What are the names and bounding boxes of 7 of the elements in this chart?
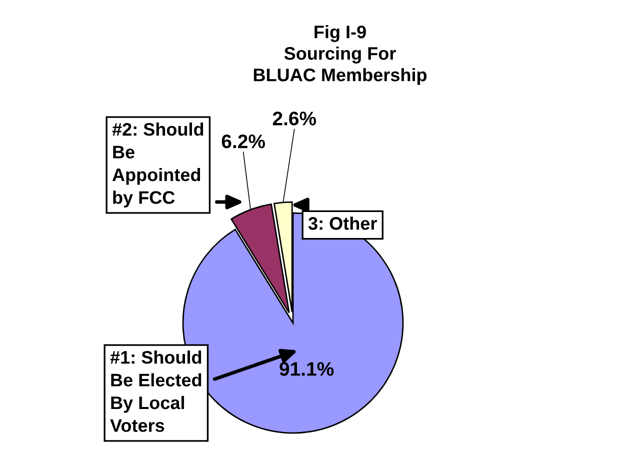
data-label: 2.6% xyxy=(272,112,316,126)
chart-title: Fig I-9 Sourcing For BLUAC Membership xyxy=(254,25,427,85)
slice-label: #1: Should Be Elected By Local Voters xyxy=(110,350,202,432)
slice-label: 3: Other xyxy=(308,216,377,230)
data-label: 91.1% xyxy=(280,362,334,376)
slice-label: #2: Should Be Appointed by FCC xyxy=(112,122,204,208)
data-label: 6.2% xyxy=(222,134,265,148)
